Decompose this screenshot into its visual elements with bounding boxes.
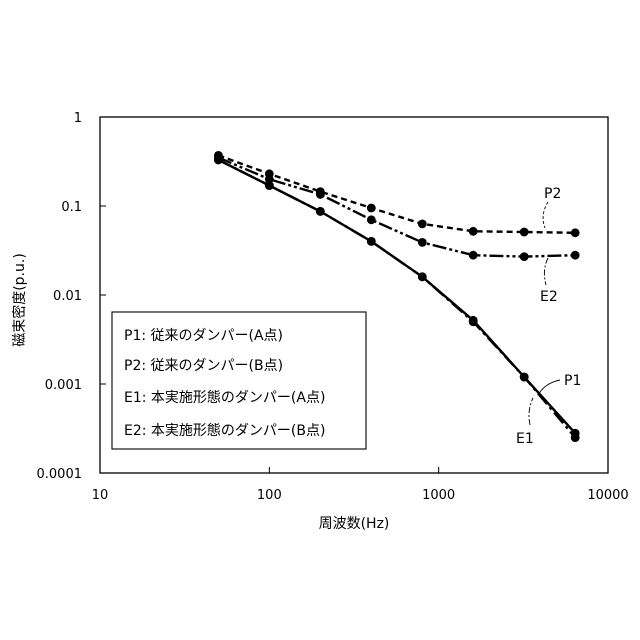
data-point-p2 — [367, 204, 376, 213]
data-point-p2 — [571, 228, 580, 237]
x-tick-label: 100 — [257, 488, 282, 503]
legend-entry-e2: E2: 本実施形態のダンパー(B点) — [124, 423, 325, 439]
data-point-e2 — [214, 153, 223, 162]
data-point-e1 — [520, 373, 529, 382]
y-axis-title: 磁束密度(p.u.) — [11, 253, 28, 347]
y-tick-label: 0.001 — [45, 378, 82, 393]
y-tick-label: 0.1 — [61, 200, 82, 215]
data-point-e2 — [520, 252, 529, 261]
series-label-p2: P2 — [544, 186, 561, 202]
x-tick-label: 1000 — [422, 488, 455, 503]
p2-leader-line — [543, 202, 548, 228]
p1-leader-line — [538, 380, 560, 395]
y-tick-label: 0.0001 — [37, 467, 83, 482]
legend-entry-p2: P2: 従来のダンパー(B点) — [124, 358, 283, 374]
data-point-e2 — [418, 238, 427, 247]
data-point-p2 — [418, 220, 427, 229]
series-label-e1: E1 — [516, 431, 534, 447]
data-point-e2 — [367, 215, 376, 224]
data-point-e1 — [469, 317, 478, 326]
series-label-p1: P1 — [564, 373, 581, 389]
data-point-e2 — [469, 251, 478, 260]
y-tick-label: 1 — [74, 111, 82, 126]
data-point-e1 — [418, 272, 427, 281]
data-point-e2 — [316, 190, 325, 199]
y-tick-label: 0.01 — [53, 289, 82, 304]
legend-entry-e1: E1: 本実施形態のダンパー(A点) — [124, 390, 325, 406]
x-tick-label: 10000 — [587, 488, 628, 503]
data-point-e2 — [571, 251, 580, 260]
e1-leader-line — [529, 398, 533, 425]
data-point-e1 — [367, 237, 376, 246]
series-label-e2: E2 — [540, 289, 558, 305]
series-line-p2 — [218, 155, 575, 232]
data-point-e1 — [571, 433, 580, 442]
x-tick-label: 10 — [92, 488, 109, 503]
data-point-p2 — [520, 228, 529, 237]
x-axis-title: 周波数(Hz) — [319, 516, 390, 532]
data-point-p2 — [469, 227, 478, 236]
legend-entry-p1: P1: 従来のダンパー(A点) — [124, 328, 283, 344]
data-point-e1 — [316, 207, 325, 216]
e2-leader-line — [544, 258, 548, 285]
data-point-e2 — [265, 175, 274, 184]
